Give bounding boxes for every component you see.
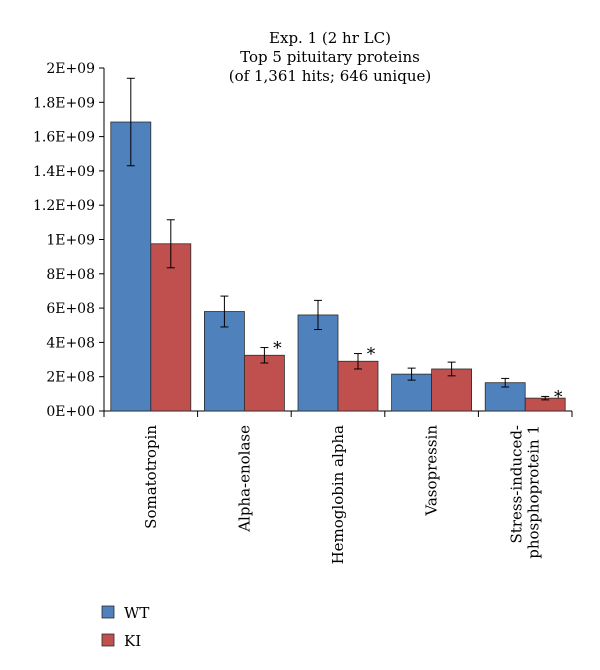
chart-title: Exp. 1 (2 hr LC)Top 5 pituitary proteins… [229,29,431,85]
y-tick-label: 1E+09 [46,233,95,249]
y-tick-label: 4E+08 [46,335,95,351]
bar-wt [203,311,245,412]
chart-title-line: (of 1,361 hits; 646 unique) [229,67,431,85]
x-tick-label: Alpha-enolase [235,425,253,533]
x-tick-label: Hemoglobin alpha [329,425,347,564]
bars: * * * [110,77,566,412]
bar-wt [297,314,339,412]
legend-swatch-ki [101,633,115,647]
chart-title-line: Top 5 pituitary proteins [240,48,420,66]
y-tick-label: 2E+08 [46,370,95,386]
y-tick-label: 1.2E+09 [33,198,95,214]
bar-ki [150,243,192,412]
chart-title-line: Exp. 1 (2 hr LC) [269,29,391,47]
bar-ki [243,354,285,412]
y-axis: 0E+00 2E+08 4E+08 6E+08 8E+08 1E+09 1.2E+09 1.4… [33,61,105,420]
y-tick-label: 8E+08 [46,267,95,283]
legend-label-wt: WT [124,604,149,622]
legend: WT KI [101,604,149,650]
x-tick-label: Stress-induced-phosphoprotein 1 [508,425,543,559]
bar-ki [337,360,379,412]
x-axis: Somatotropin Alpha-enolase Hemoglobin alph… [103,410,573,564]
y-tick-label: 1.6E+09 [33,130,95,146]
legend-swatch-wt [101,605,115,619]
significance-marker: * [554,387,563,407]
y-tick-label: 1.8E+09 [33,95,95,111]
y-tick-label: 1.4E+09 [33,164,95,180]
y-tick-label: 6E+08 [46,301,95,317]
significance-marker: * [367,345,376,365]
x-tick-label: Vasopressin [423,425,441,517]
y-tick-label: 2E+09 [46,61,95,77]
significance-marker: * [273,339,282,359]
x-tick-label: Somatotropin [142,425,160,529]
y-tick-label: 0E+00 [46,404,95,420]
legend-label-ki: KI [124,632,141,650]
